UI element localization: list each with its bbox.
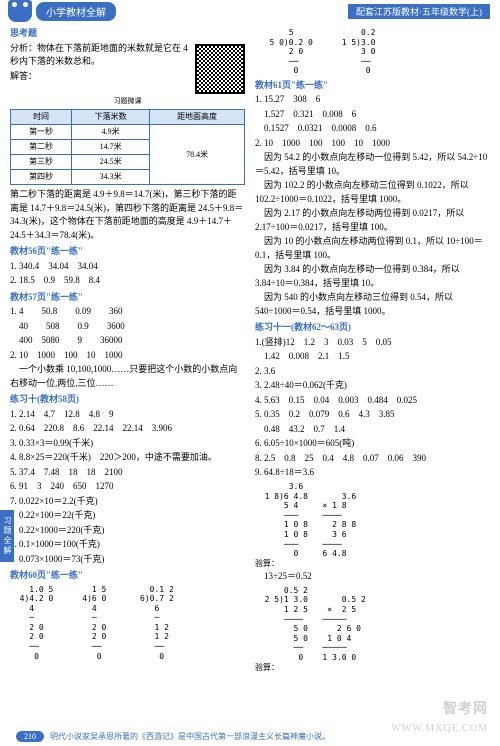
ans-58-2: 2. 0.64 220.8 8.6 22.14 22.14 3.906 [10, 422, 245, 436]
ans-58-1: 1. 2.14 4.7 12.8 4.8 9 [10, 408, 245, 422]
ans-61-2: 1.527 0.321 0.008 6 [255, 108, 490, 122]
ans-56-2: 2. 18.5 0.9 59.8 8.4 [10, 274, 245, 288]
page-number: 210 [16, 731, 44, 742]
section-61: 教材61页"练一练" [255, 79, 490, 93]
qr-code [195, 44, 245, 94]
ans-58-10: 8. 0.1×1000＝100(千克) [10, 538, 245, 552]
ans-61-9: 因为 3.84 的小数点向左移动一位得到 0.384，所以 3.84÷10＝0.… [255, 263, 490, 290]
ans-11-9: 8. 2.5 0.8 25 0.4 4.8 0.07 0.06 390 [255, 452, 490, 466]
drop-table: 时间下落米数距地面高度 第一秒4.9米78.4米 第二秒14.7米 第三秒24.… [10, 109, 245, 185]
calc-11-2: 0.5 2 2 5)1 3.0 0.5 2 1 2 5 × 2 5 ──── ─… [255, 586, 490, 672]
ans-11-7: 0.48 43.2 0.7 1.4 [255, 423, 490, 437]
ans-58-8: 0.22×100＝22(千克) [10, 509, 245, 523]
ans-11-3: 2. 3.6 [255, 365, 490, 379]
ans-58-3: 3. 0.33×3＝0.99(千米) [10, 437, 245, 451]
ans-61-5: 因为 54.2 的小数点向左移动一位得到 5.42，所以 54.2÷10＝5.4… [255, 151, 490, 178]
ans-58-5: 5. 37.4 7.48 18 18 2100 [10, 466, 245, 480]
logo-icon [8, 0, 32, 22]
left-column: 思考题 分析：物体在下落前距地面的米数就是它在 4 秒内下落的米数总和。 解答：… [10, 26, 245, 674]
header-title: 小学教材全解 [36, 2, 116, 21]
ans-58-4: 4. 8.8×25＝220(千米) 220＞200，中途不需要加油。 [10, 451, 245, 465]
ans-11-6: 5. 0.35 0.2 0.079 0.6 4.3 3.85 [255, 408, 490, 422]
section-60: 教材60页"练一练" [10, 569, 245, 583]
section-57: 教材57页"练一练" [10, 291, 245, 305]
ans-57-1: 1. 4 50.8 0.09 360 [10, 305, 245, 319]
ans-58-7: 7. 0.022×10＝2.2(千克) [10, 495, 245, 509]
footer-text: 明代小说家吴承恩所著的《西游记》是中国古代第一部浪漫主义长篇神魔小说。 [50, 731, 330, 742]
ans-61-6: 因为 102.2 的小数点向左移动三位得到 0.1022，所以 102.2÷10… [255, 179, 490, 206]
calc-60: 1.0 5 1 5 0.1 2 4)4.2 0 4)6 0 6)0.7 2 4 … [10, 585, 245, 662]
ans-11-5: 4. 5.63 0.15 0.04 0.003 0.484 0.025 [255, 394, 490, 408]
watermark: 智考网 [443, 698, 488, 718]
calc-11-1: 3.6 1 8)6 4.8 3.6 5 4 × 1 8 ─── ──── 1 0… [255, 482, 490, 568]
ans-11-10: 9. 64.8÷18＝3.6 [255, 466, 490, 480]
ans-57-3: 400 5080 9 36000 [10, 334, 245, 348]
qr-label: 习题微课 [10, 96, 245, 107]
think-title: 思考题 [10, 27, 245, 41]
ans-61-3: 0.1527 0.0321 0.0008 0.6 [255, 122, 490, 136]
ans-61-10: 因为 540 的小数点向左移动三位得到 0.54，所以 540÷1000＝0.5… [255, 291, 490, 318]
ans-11-11: 13÷25＝0.52 [255, 570, 490, 584]
ans-58-6: 6. 91 3 240 650 1270 [10, 480, 245, 494]
ans-61-4: 2. 10 1000 100 100 10 1000 [255, 137, 490, 151]
ans-57-4: 2. 10 1000 100 10 1000 [10, 349, 245, 363]
section-11: 练习十一(教材62～63页) [255, 321, 490, 335]
calc-top: 5 0.2 5 0)0.2 0 1 5)3.0 2 0 3 0 ── ── 0 … [255, 28, 490, 76]
ans-61-1: 1. 15.27 308 6 [255, 93, 490, 107]
ans-11-2: 1.42 0.008 2.1 1.5 [255, 350, 490, 364]
ans-61-7: 因为 2.17 的小数点向左移动两位得到 0.0217，所以 2.17÷100＝… [255, 207, 490, 234]
section-58: 练习十(教材58页) [10, 393, 245, 407]
ans-11-1: 1.(竖排)12 1.2 3 0.03 5 0.05 [255, 336, 490, 350]
right-column: 5 0.2 5 0)0.2 0 1 5)3.0 2 0 3 0 ── ── 0 … [255, 26, 490, 674]
ans-57-5: 一个小数乘 10,100,1000……只要把这个小数的小数点向右移动一位,两位,… [10, 363, 245, 390]
ans-56-1: 1. 340.4 34.04 34.04 [10, 260, 245, 274]
section-56: 教材56页"练一练" [10, 245, 245, 259]
side-tab: 习题全解 [0, 510, 14, 562]
ans-11-8: 6. 6.05÷10×1000＝605(吨) [255, 437, 490, 451]
ans-11-4: 3. 2.48÷40＝0.062(千克) [255, 379, 490, 393]
header-subtitle: 配套江苏版教材·五年级数学(上) [348, 4, 490, 19]
ans-58-9: 0.22×1000＝220(千克) [10, 524, 245, 538]
ans-58-11: 0.073×1000＝73(千克) [10, 553, 245, 567]
ans-61-8: 因为 10 的小数点向左移动两位得到 0.1，所以 10÷100＝0.1，括号里… [255, 235, 490, 262]
watermark-url: WWW.MXQE.COM [391, 723, 488, 734]
ans-57-2: 40 508 0.9 3600 [10, 320, 245, 334]
explain-text: 第二秒下落的距离是 4.9＋9.8＝14.7(米)，第三秒下落的距离是 14.7… [10, 188, 245, 242]
